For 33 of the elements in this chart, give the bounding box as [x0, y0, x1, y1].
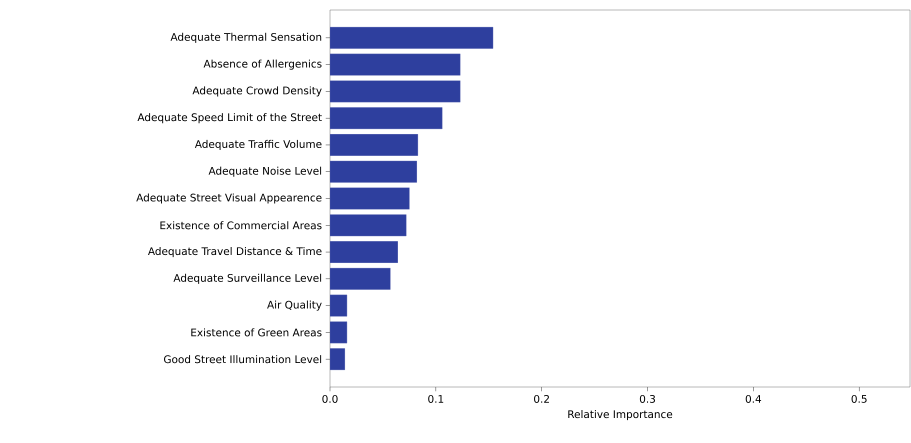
bar: [330, 188, 410, 210]
bar: [330, 348, 346, 370]
bar: [330, 321, 348, 344]
x-tick-label: 0.5: [852, 394, 867, 403]
bar: [330, 160, 417, 183]
y-tick-label: Existence of Green Areas: [191, 328, 322, 336]
bar: [330, 214, 406, 236]
bar: [330, 80, 460, 102]
x-axis-title: Relative Importance: [568, 410, 672, 420]
y-tick-label: Adequate Street Visual Appearence: [136, 193, 322, 204]
y-tick-label: Existence of Commercial Areas: [160, 221, 322, 230]
x-tick-label: 0.0: [322, 394, 338, 403]
bar: [330, 134, 418, 156]
y-tick-label: Good Street Illumination Level: [164, 355, 322, 364]
y-tick-label: Adequate Crowd Density: [192, 86, 322, 96]
y-tick-label: Air Quality: [267, 300, 322, 311]
y-tick-label: Adequate Traffic Volume: [194, 140, 322, 150]
x-tick-label: 0.3: [640, 394, 655, 403]
y-tick-label: Adequate Speed Limit of the Street: [137, 113, 322, 124]
bar: [330, 241, 398, 263]
y-tick-label: Adequate Thermal Sensation: [170, 32, 322, 43]
bar: [330, 268, 391, 290]
y-tick-label: Adequate Noise Level: [208, 166, 322, 177]
y-tick-label: Adequate Surveillance Level: [173, 274, 322, 284]
x-tick-label: 0.1: [428, 394, 444, 403]
x-tick-label: 0.2: [534, 394, 549, 403]
y-tick-label: Adequate Travel Distance & Time: [148, 247, 322, 258]
bar: [330, 107, 442, 130]
bar: [330, 294, 348, 317]
x-tick-label: 0.4: [746, 394, 762, 403]
y-tick-label: Absence of Allergenics: [204, 60, 322, 70]
bar: [330, 54, 460, 76]
bar: [330, 26, 494, 49]
